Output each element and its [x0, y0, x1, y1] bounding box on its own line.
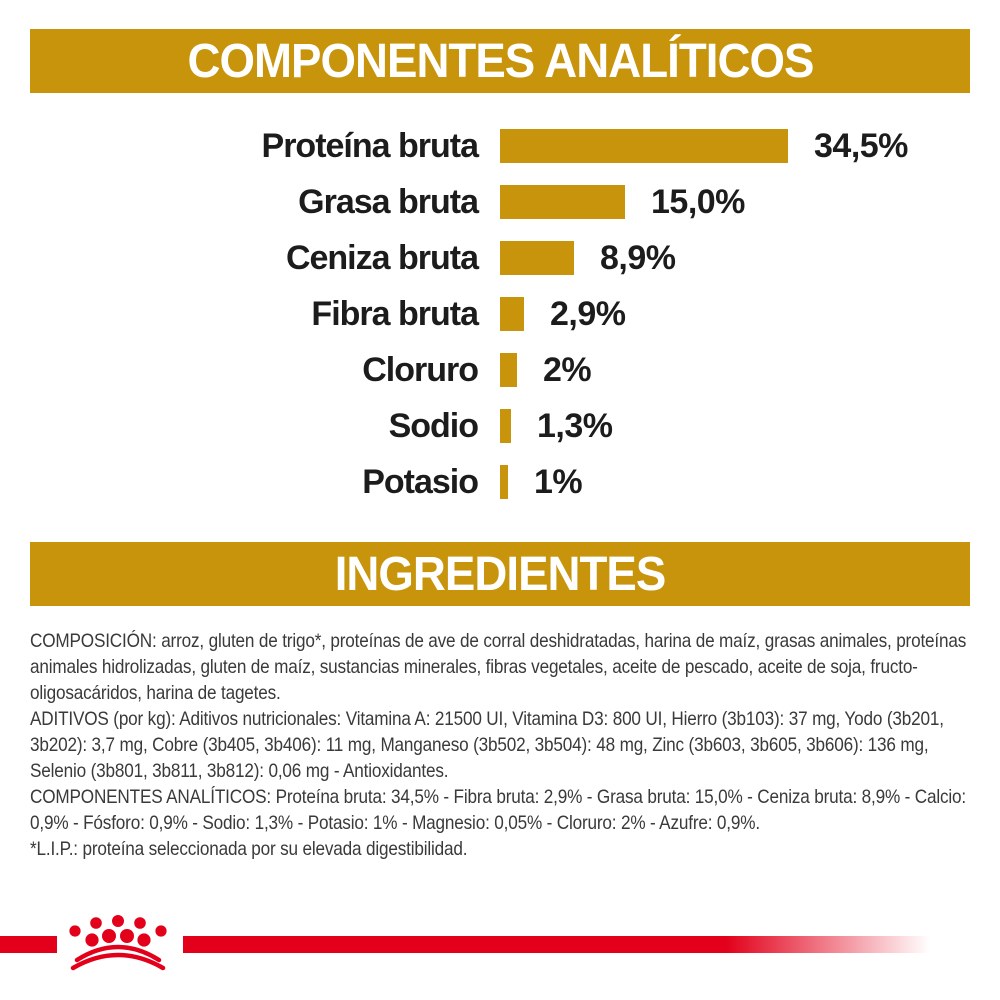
chart-value-label: 1,3%	[537, 406, 613, 445]
ingredients-banner: INGREDIENTES	[30, 542, 970, 606]
chart-row: Ceniza bruta 8,9%	[0, 230, 1000, 286]
chart-bar	[500, 409, 511, 443]
chart-category-label: Proteína bruta	[261, 126, 479, 165]
chart-value-label: 34,5%	[814, 126, 908, 165]
chart-row: Grasa bruta 15,0%	[0, 174, 1000, 230]
chart-bar	[500, 465, 508, 499]
chart-row: Cloruro 2%	[0, 342, 1000, 398]
chart-category-label: Grasa bruta	[298, 182, 479, 221]
ingredients-text-block: COMPOSICIÓN: arroz, gluten de trigo*, pr…	[30, 628, 975, 862]
chart-row: Proteína bruta 34,5%	[0, 118, 1000, 174]
chart-category-label: Fibra bruta	[311, 294, 479, 333]
chart-value-label: 2,9%	[550, 294, 626, 333]
analytical-components-banner: COMPONENTES ANALÍTICOS	[30, 29, 970, 93]
crown-base-arcs	[70, 944, 166, 971]
chart-bar	[500, 353, 517, 387]
chart-bar	[500, 297, 524, 331]
additives-paragraph: ADITIVOS (por kg): Aditivos nutricionale…	[30, 708, 944, 782]
composition-paragraph: COMPOSICIÓN: arroz, gluten de trigo*, pr…	[30, 630, 967, 704]
chart-category-label: Ceniza bruta	[285, 238, 479, 277]
chart-value-label: 2%	[543, 350, 592, 389]
lip-footnote: *L.I.P.: proteína seleccionada por su el…	[30, 838, 468, 860]
chart-category-label: Sodio	[388, 406, 479, 445]
chart-value-label: 1%	[534, 462, 583, 501]
analytical-components-title: COMPONENTES ANALÍTICOS	[187, 34, 814, 88]
red-footer-stripe	[0, 936, 930, 953]
chart-row: Fibra bruta 2,9%	[0, 286, 1000, 342]
chart-value-label: 15,0%	[651, 182, 745, 221]
chart-category-label: Potasio	[362, 462, 479, 501]
chart-bar	[500, 185, 625, 219]
ingredients-title: INGREDIENTES	[334, 547, 667, 601]
chart-value-label: 8,9%	[600, 238, 676, 277]
royal-canin-crown-logo	[69, 915, 167, 971]
chart-bar	[500, 129, 788, 163]
analytical-components-bar-chart: Proteína bruta 34,5% Grasa bruta 15,0% Ceniz…	[0, 118, 1000, 510]
chart-row: Sodio 1,3%	[0, 398, 1000, 454]
crown-dots	[69, 915, 167, 947]
chart-bar	[500, 241, 574, 275]
analytical-components-paragraph: COMPONENTES ANALÍTICOS: Proteína bruta: …	[30, 786, 966, 834]
chart-row: Potasio 1%	[0, 454, 1000, 510]
chart-category-label: Cloruro	[362, 350, 479, 389]
